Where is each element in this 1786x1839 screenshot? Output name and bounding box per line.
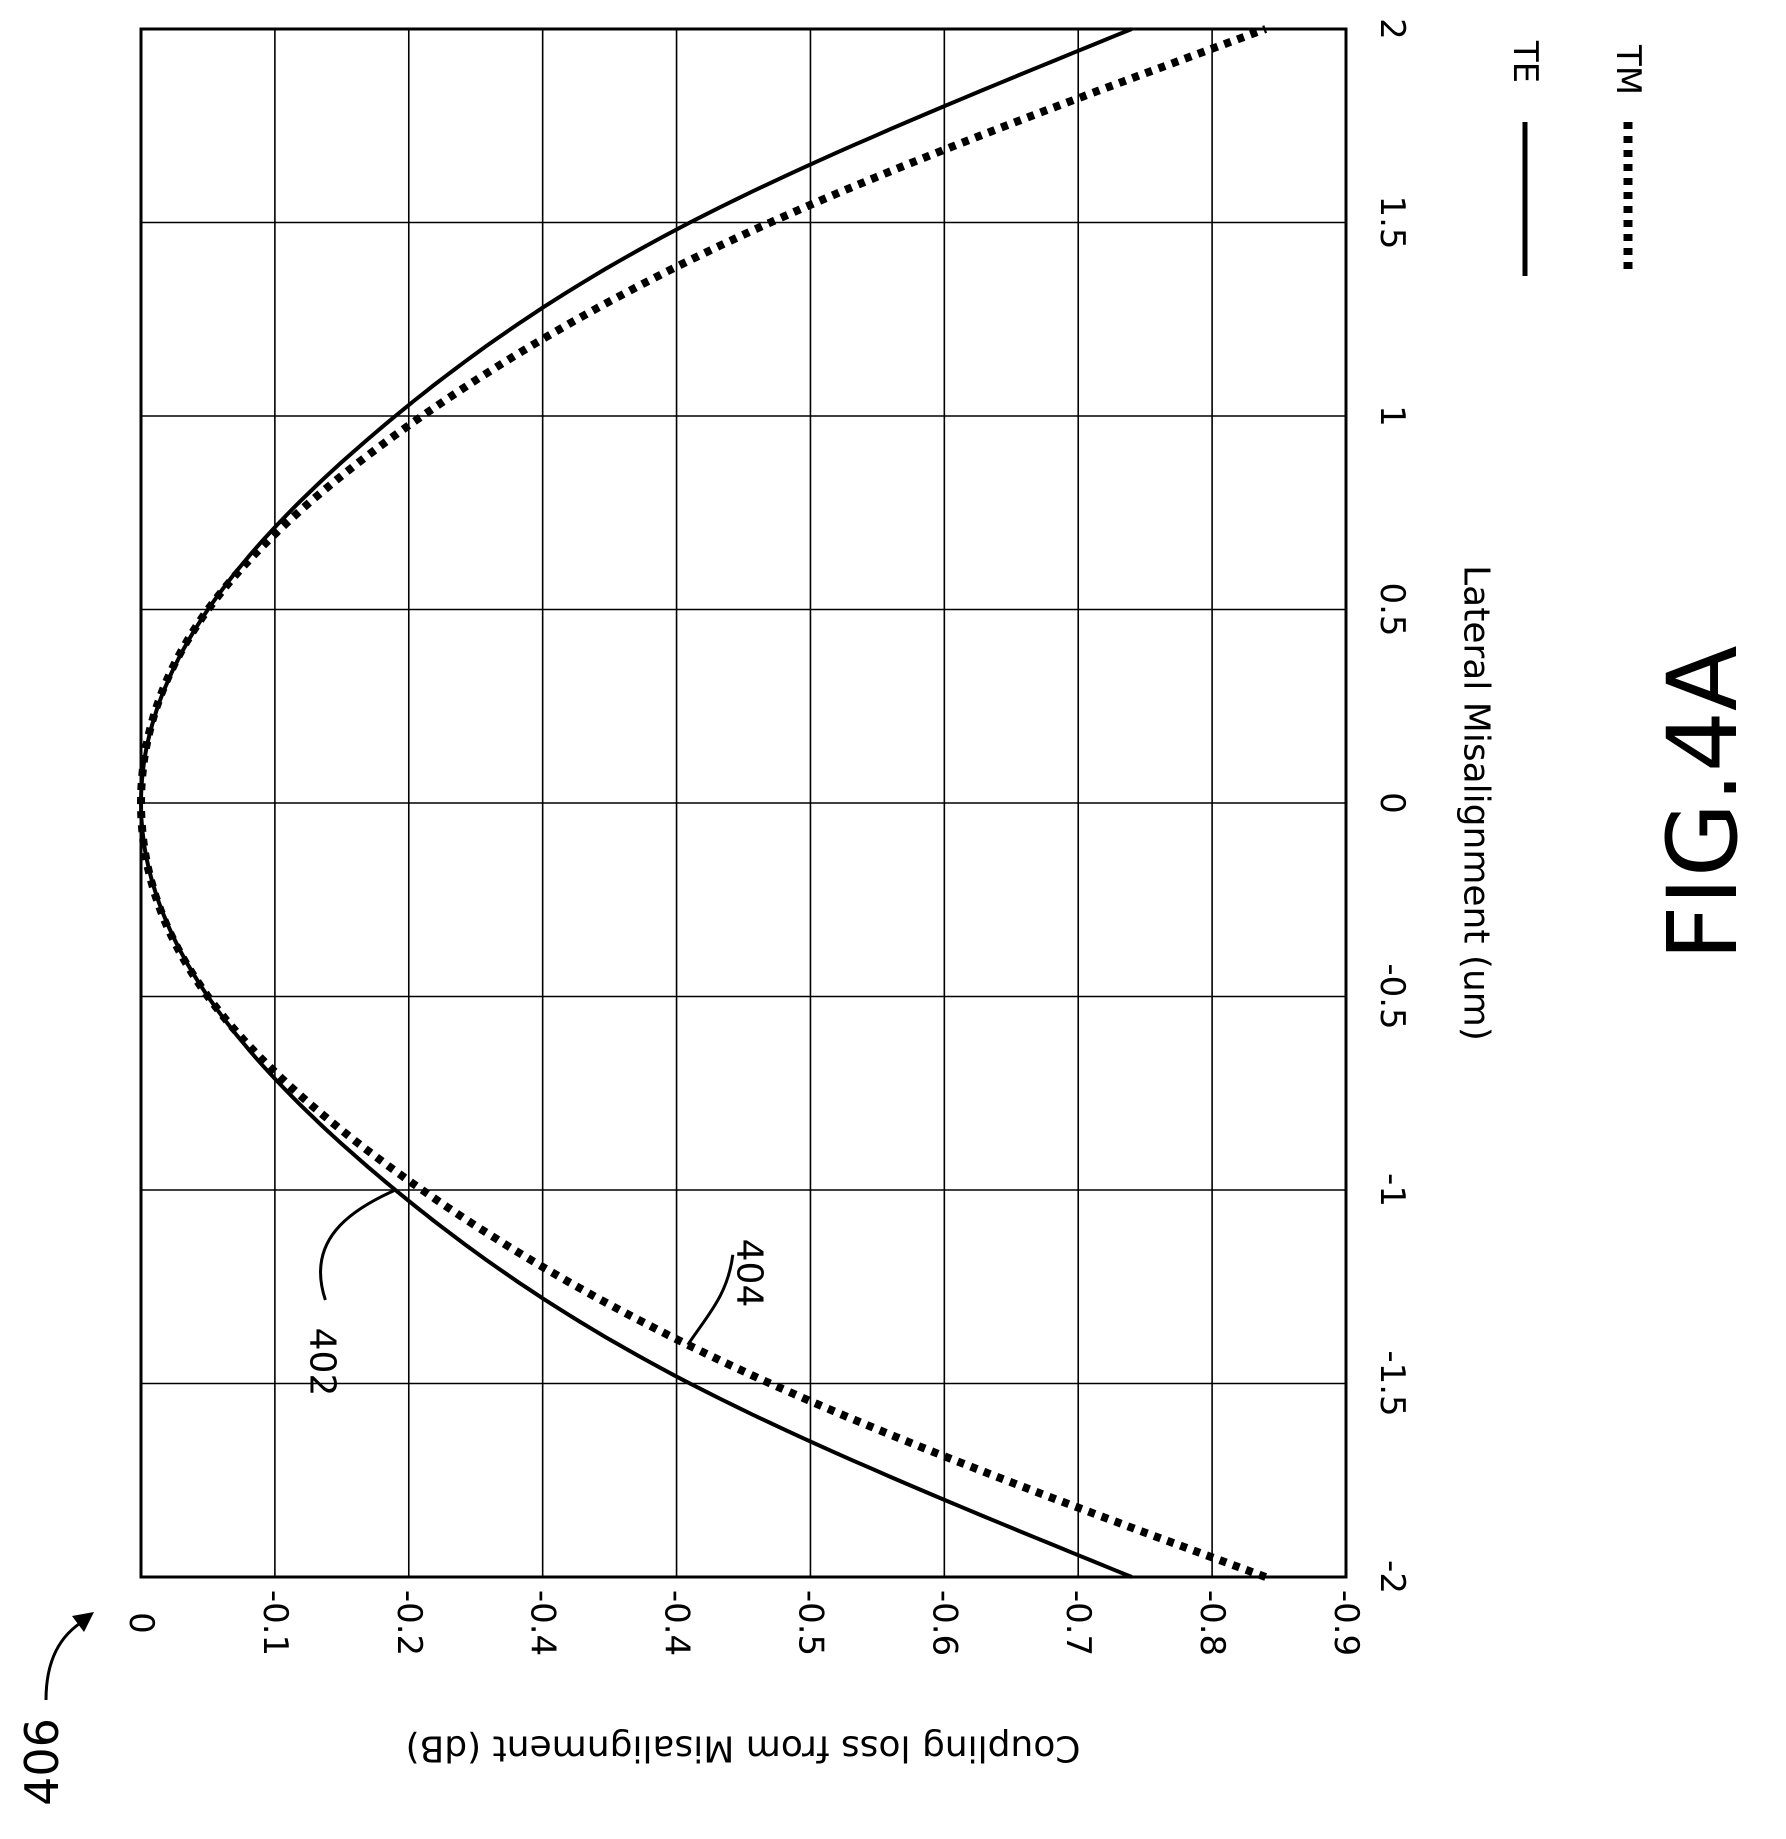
series-layer: [136, 25, 1268, 1581]
x-axis-title: Lateral Misalignment (um): [1456, 565, 1497, 1041]
tick-labels: -2 -1.5 -1 -0.5 0 0.5 1 1.5 2 0 -0.1 -0.2 -0.4 -0.4 -0…: [121, 18, 1412, 1656]
callout-label-404: 404: [729, 1239, 770, 1308]
x-tick-label: 0.5: [1372, 582, 1412, 636]
reference-numeral-label: 406: [15, 1718, 69, 1806]
y-axis-title: Coupling loss from Misalignment (dB): [406, 1728, 1081, 1769]
reference-numeral: 406: [15, 1612, 94, 1806]
legend-label-te: TE: [1505, 40, 1545, 83]
callout-label-402: 402: [302, 1328, 343, 1397]
callout-leader-402: [319, 1188, 397, 1301]
series-line-tm: [136, 25, 1268, 1581]
x-tick-label: 2: [1372, 18, 1412, 40]
y-tick-label: -0.4: [523, 1590, 563, 1656]
y-tick-label: -0.6: [924, 1590, 964, 1656]
legend-label-tm: TM: [1608, 44, 1648, 95]
x-tick-label: 0: [1372, 792, 1412, 814]
x-tick-label: 1.5: [1372, 195, 1412, 249]
reference-arrowhead-icon: [72, 1612, 94, 1632]
x-tick-label: -0.5: [1372, 963, 1412, 1029]
series-callouts: 402 404: [302, 1188, 770, 1397]
y-tick-label: 0: [121, 1612, 161, 1634]
callout-leader-404: [686, 1254, 735, 1346]
gridlines: [141, 29, 1346, 1577]
legend: TE TM: [1505, 40, 1648, 276]
y-tick-label: -0.4: [657, 1590, 697, 1656]
y-tick-label: -0.7: [1058, 1590, 1098, 1656]
y-tick-label: -0.2: [389, 1590, 429, 1656]
figure-title: FIG.4A: [1647, 645, 1759, 960]
x-tick-label: -1.5: [1372, 1350, 1412, 1416]
reference-arrow: [44, 1618, 86, 1701]
y-tick-label: -0.5: [790, 1590, 830, 1656]
y-tick-label: -0.1: [255, 1590, 295, 1656]
y-tick-label: -0.8: [1192, 1590, 1232, 1656]
y-tick-label: -0.9: [1326, 1590, 1366, 1656]
x-tick-label: 1: [1372, 405, 1412, 427]
x-tick-label: -1: [1372, 1173, 1412, 1207]
x-tick-label: -2: [1372, 1560, 1412, 1594]
